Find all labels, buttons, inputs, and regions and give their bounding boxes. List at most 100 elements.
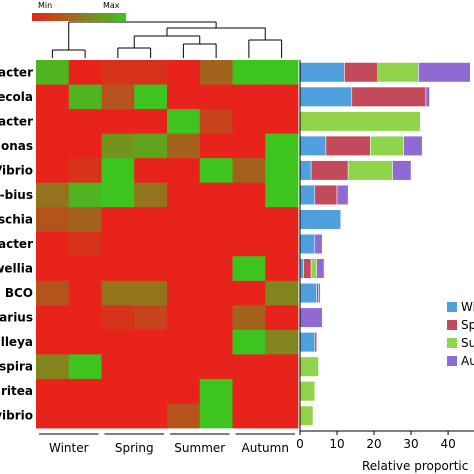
heatmap-cell-r11-c0 [36, 329, 70, 355]
legend-swatch-wi [447, 302, 457, 312]
row-label: uritea [0, 384, 33, 398]
heatmap-cell-r1-c6 [232, 84, 266, 110]
heatmap-cell-r8-c3 [134, 256, 168, 282]
heatmap-cell-r13-c3 [134, 378, 168, 404]
heatmap-cell-r14-c2 [101, 403, 135, 429]
heatmap-cell-r9-c3 [134, 280, 168, 306]
heatmap-cell-r6-c4 [167, 207, 201, 233]
heatmap-cell-r8-c7 [265, 256, 299, 282]
bar-segment-sp-5 [314, 184, 338, 205]
bar-segment-sp-0 [344, 62, 378, 83]
heatmap-cell-r12-c2 [101, 354, 135, 380]
heatmap-cell-r9-c2 [101, 280, 135, 306]
legend-swatch-sp [447, 320, 457, 330]
bar-segment-wi-1 [299, 86, 353, 107]
bar-tick-label: 10 [329, 437, 344, 451]
heatmap-cell-r2-c5 [199, 109, 233, 134]
row-label: acter [0, 237, 33, 251]
heatmap-cell-r0-c5 [199, 60, 233, 85]
heatmap-cell-r14-c7 [265, 403, 299, 429]
heatmap-cell-r5-c5 [199, 182, 233, 208]
bar-segment-wi-3 [299, 135, 327, 156]
bar-segment-wi-7 [299, 233, 316, 255]
heatmap-cell-r9-c1 [68, 280, 102, 306]
legend-swatch-su [447, 338, 457, 348]
bar-tick-label: 30 [403, 437, 418, 451]
heatmap-cell-r5-c7 [265, 182, 299, 208]
heatmap-cell-r4-c0 [36, 158, 70, 184]
heatmap-cell-r13-c6 [232, 378, 266, 404]
heatmap-cell-r3-c3 [134, 133, 168, 159]
heatmap-cell-r6-c3 [134, 207, 168, 233]
heatmap-cell-r10-c7 [265, 305, 299, 331]
bar-segment-sp-3 [325, 135, 371, 156]
bar-segment-au-5 [336, 184, 349, 205]
heatmap-cell-r12-c0 [36, 354, 70, 380]
row-label: schia [0, 212, 33, 226]
heatmap-cell-r12-c1 [68, 354, 102, 380]
heatmap-cell-r11-c7 [265, 329, 299, 355]
bar-segment-sp-9 [316, 283, 319, 304]
heatmap-cell-r3-c4 [167, 133, 201, 159]
row-label: arius [0, 311, 33, 325]
bar-segment-sp-8 [303, 258, 312, 279]
heatmap-cell-r2-c4 [167, 109, 201, 134]
heatmap-cell-r2-c0 [36, 109, 70, 134]
heatmap [36, 60, 299, 429]
heatmap-cell-r3-c2 [101, 133, 135, 159]
bar-segment-wi-9 [299, 283, 317, 304]
row-label: acter [0, 114, 33, 128]
series-legend: Wi Sp Su Au [447, 300, 474, 368]
heatmap-cell-r9-c0 [36, 280, 70, 306]
bar-segment-au-4 [392, 160, 412, 181]
heatmap-cell-r7-c6 [232, 231, 266, 257]
heatmap-cell-r2-c6 [232, 109, 266, 134]
row-label: acter [0, 65, 33, 79]
legend-label-sp: Sp [461, 318, 474, 332]
heatmap-cell-r0-c4 [167, 60, 201, 85]
heatmap-cell-r6-c5 [199, 207, 233, 233]
heatmap-cell-r11-c6 [232, 329, 266, 355]
row-label: Vibrio [0, 163, 33, 177]
bar-segment-su-14 [299, 405, 314, 426]
bar-segment-sp-1 [351, 86, 427, 107]
heatmap-cell-r7-c5 [199, 231, 233, 257]
heatmap-cell-r10-c4 [167, 305, 201, 331]
row-label: -bius [0, 188, 33, 202]
bar-segment-su-0 [377, 62, 419, 83]
bar-segment-au-9 [318, 283, 321, 304]
heatmap-cell-r5-c1 [68, 182, 102, 208]
bar-segment-wi-0 [299, 62, 345, 83]
bar-segment-wi-5 [299, 184, 316, 205]
row-label: BCO [5, 286, 33, 300]
group-label: Summer [174, 441, 225, 455]
row-label: lleya [1, 335, 33, 349]
heatmap-cell-r10-c5 [199, 305, 233, 331]
heatmap-cell-r7-c0 [36, 231, 70, 257]
heatmap-cell-r11-c3 [134, 329, 168, 355]
heatmap-cell-r5-c3 [134, 182, 168, 208]
bar-segment-wi-8 [299, 258, 304, 279]
heatmap-cell-r12-c7 [265, 354, 299, 380]
heatmap-cell-r11-c2 [101, 329, 135, 355]
heatmap-cell-r2-c1 [68, 109, 102, 134]
heatmap-cell-r7-c2 [101, 231, 135, 257]
legend-label-su: Su [461, 336, 474, 350]
heatmap-cell-r12-c5 [199, 354, 233, 380]
group-label: Autumn [242, 441, 289, 455]
row-label: onas [1, 139, 33, 153]
heatmap-cell-r1-c3 [134, 84, 168, 110]
bar-segment-su-2 [299, 111, 421, 132]
heatmap-cell-r14-c4 [167, 403, 201, 429]
heatmap-cell-r0-c1 [68, 60, 102, 85]
heatmap-cell-r14-c1 [68, 403, 102, 429]
heatmap-cell-r6-c2 [101, 207, 135, 233]
heatmap-cell-r0-c6 [232, 60, 266, 85]
heatmap-cell-r14-c3 [134, 403, 168, 429]
heatmap-cell-r1-c0 [36, 84, 70, 110]
heatmap-cell-r8-c0 [36, 256, 70, 282]
heatmap-cell-r4-c2 [101, 158, 135, 184]
heatmap-cell-r3-c0 [36, 133, 70, 159]
bar-tick-label: 20 [366, 437, 381, 451]
